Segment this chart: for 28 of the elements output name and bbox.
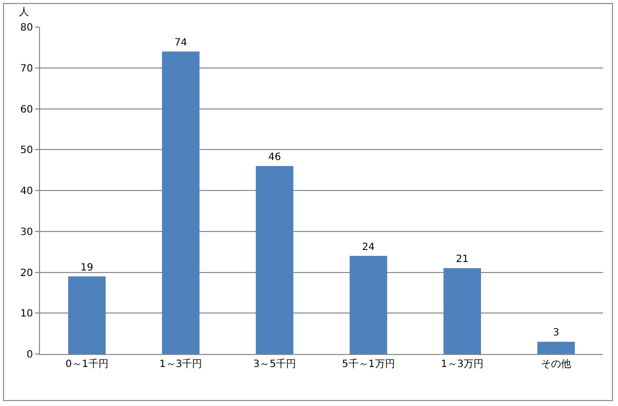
data-label: 24: [362, 242, 375, 253]
y-tick-label: 80: [20, 22, 33, 34]
x-tick-label: 1～3千円: [159, 358, 202, 370]
y-tick-label: 10: [20, 308, 33, 320]
y-tick-label: 0: [26, 350, 33, 360]
bar: [68, 276, 106, 354]
y-tick-label: 60: [20, 104, 33, 116]
x-tick-label: 1～3万円: [440, 359, 484, 370]
y-tick-label: 40: [20, 186, 33, 197]
x-tick-label: 0～1千円: [66, 358, 108, 370]
y-tick-label: 70: [20, 63, 33, 74]
data-label: 19: [80, 262, 94, 274]
x-tick-label: その他: [541, 358, 572, 370]
bar: [162, 52, 200, 354]
y-tick-label: 50: [20, 145, 33, 156]
y-tick-label: 20: [20, 268, 33, 279]
x-tick-label: 5千～1万円: [342, 358, 395, 370]
data-label: 46: [268, 152, 281, 163]
bar: [443, 268, 482, 354]
data-label: 74: [174, 38, 188, 49]
y-tick-label: 30: [20, 226, 33, 238]
bar: [537, 342, 575, 354]
y-axis-title: 人: [19, 7, 29, 18]
data-label: 21: [456, 254, 469, 266]
x-tick-label: 3～5千円: [253, 358, 296, 370]
bar: [256, 166, 294, 354]
bar: [350, 256, 388, 354]
data-label: 3: [552, 328, 560, 339]
